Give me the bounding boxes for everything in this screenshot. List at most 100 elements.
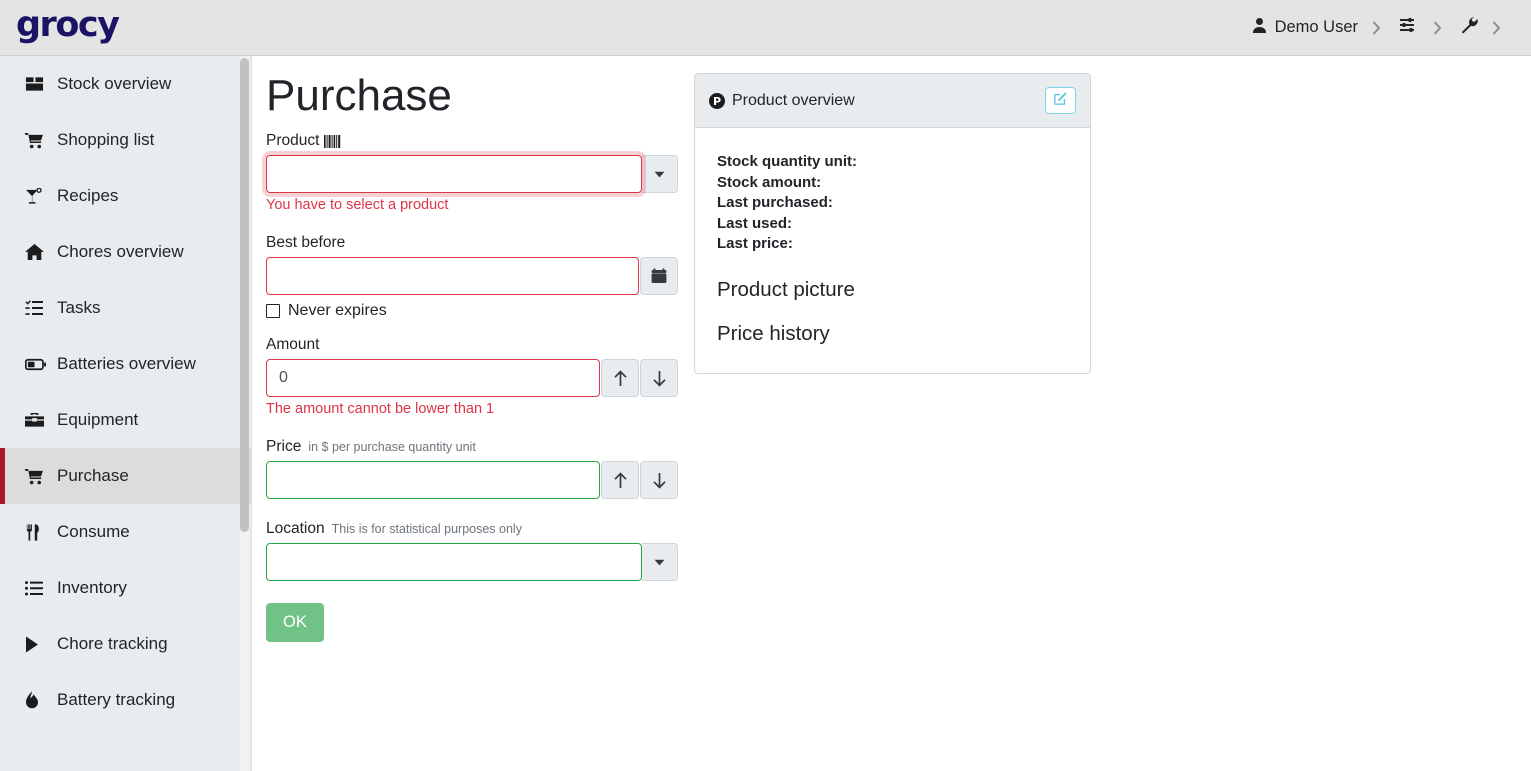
arrow-down-icon <box>652 370 667 387</box>
never-expires-row: Never expires <box>266 302 678 320</box>
sidebar-label: Batteries overview <box>57 354 196 373</box>
topnav-tools[interactable] <box>1454 0 1484 56</box>
sidebar-label: Battery tracking <box>57 690 176 709</box>
sidebar-label: Stock overview <box>57 74 172 93</box>
wrench-icon <box>1460 16 1478 39</box>
sidebar-scrollbar-thumb[interactable] <box>240 58 249 532</box>
never-expires-checkbox[interactable] <box>266 304 280 318</box>
sidebar-item-shopping-list[interactable]: Shopping list <box>0 112 251 168</box>
amount-input[interactable] <box>266 359 600 397</box>
sidebar-item-batteries-overview[interactable]: Batteries overview <box>0 336 251 392</box>
sidebar-label: Shopping list <box>57 130 155 149</box>
stock-quantity-unit-row: Stock quantity unit: <box>717 152 1068 173</box>
product-overview-card-body: Stock quantity unit: Stock amount: Last … <box>695 128 1090 373</box>
tasks-icon <box>25 300 51 316</box>
product-overview-card-header: P Product overview <box>695 74 1090 128</box>
location-label-text: Location <box>266 520 325 537</box>
price-history-heading: Price history <box>717 322 830 346</box>
price-decrement-button[interactable] <box>640 461 678 499</box>
sidebar-navigation: Stock overview Shopping list Recipes <box>0 56 252 771</box>
sidebar-item-inventory[interactable]: Inventory <box>0 560 251 616</box>
sidebar-label: Consume <box>57 522 130 541</box>
topnav-tools-chevron-right-icon[interactable] <box>1484 20 1513 35</box>
best-before-calendar-button[interactable] <box>640 257 678 295</box>
location-hint: This is for statistical purposes only <box>331 522 522 536</box>
best-before-input[interactable] <box>266 257 639 295</box>
last-used-row: Last used: <box>717 214 1068 235</box>
sidebar-item-stock-overview[interactable]: Stock overview <box>0 56 251 112</box>
product-label: Product <box>266 132 678 150</box>
utensils-icon <box>25 523 51 541</box>
spacer <box>266 213 678 234</box>
sidebar-item-battery-tracking[interactable]: Battery tracking <box>0 672 251 728</box>
sidebar-label: Tasks <box>57 298 101 317</box>
svg-text:P: P <box>713 95 721 108</box>
best-before-input-row <box>266 257 678 295</box>
amount-decrement-button[interactable] <box>640 359 678 397</box>
product-overview-title: Product overview <box>732 91 855 109</box>
droplet-icon <box>25 691 51 709</box>
never-expires-label[interactable]: Never expires <box>288 302 387 319</box>
price-increment-button[interactable] <box>601 461 639 499</box>
best-before-field-group: Best before Never ex <box>266 234 678 320</box>
cart-icon <box>25 132 51 149</box>
product-overview-card: P Product overview Stock quantity unit: <box>694 73 1091 374</box>
list-icon <box>25 580 51 596</box>
sidebar-item-purchase[interactable]: Purchase <box>0 448 251 504</box>
topnav-user-chevron-right-icon[interactable] <box>1364 20 1393 35</box>
arrow-up-icon <box>613 369 628 387</box>
last-purchased-row: Last purchased: <box>717 193 1068 214</box>
last-used-label: Last used: <box>717 214 793 232</box>
amount-increment-button[interactable] <box>601 359 639 397</box>
toolbox-icon <box>25 412 51 428</box>
sidebar-label: Chores overview <box>57 242 184 261</box>
spacer <box>266 320 678 336</box>
sidebar-item-chores-overview[interactable]: Chores overview <box>0 224 251 280</box>
topnav-user-label: Demo User <box>1274 18 1358 36</box>
user-icon <box>1251 17 1268 39</box>
amount-label-text: Amount <box>266 336 320 353</box>
product-label-text: Product <box>266 132 320 149</box>
app-logo[interactable]: grocy <box>16 5 120 45</box>
edit-pencil-icon <box>1053 91 1068 111</box>
product-error-message: You have to select a product <box>266 197 449 213</box>
sidebar-label: Purchase <box>57 466 129 485</box>
price-input[interactable] <box>266 461 600 499</box>
price-hint: in $ per purchase quantity unit <box>308 440 476 454</box>
product-picture-heading: Product picture <box>717 277 855 301</box>
submit-ok-button[interactable]: OK <box>266 603 324 642</box>
sidebar-item-chore-tracking[interactable]: Chore tracking <box>0 616 251 672</box>
play-icon <box>25 636 51 653</box>
amount-error-message: The amount cannot be lower than 1 <box>266 401 495 417</box>
stock-quantity-unit-label: Stock quantity unit: <box>717 153 857 170</box>
location-field-group: Location This is for statistical purpose… <box>266 520 678 581</box>
sidebar-item-recipes[interactable]: Recipes <box>0 168 251 224</box>
sidebar-label: Inventory <box>57 578 127 597</box>
calendar-icon <box>651 268 667 284</box>
topnav-user[interactable]: Demo User <box>1245 0 1364 56</box>
sidebar-item-tasks[interactable]: Tasks <box>0 280 251 336</box>
price-label: Price in $ per purchase quantity unit <box>266 438 678 456</box>
cocktail-icon <box>25 187 51 205</box>
sidebar-item-equipment[interactable]: Equipment <box>0 392 251 448</box>
sidebar-item-list: Stock overview Shopping list Recipes <box>0 56 251 728</box>
location-dropdown-button[interactable] <box>642 543 678 581</box>
product-dropdown-button[interactable] <box>642 155 678 193</box>
page-title: Purchase <box>266 71 452 120</box>
topnav-settings-chevron-right-icon[interactable] <box>1425 20 1454 35</box>
stock-amount-row: Stock amount: <box>717 173 1068 194</box>
purchase-form: Product <box>266 132 678 642</box>
topnav-settings[interactable] <box>1393 0 1425 56</box>
caret-down-icon <box>654 559 665 566</box>
sidebar-item-consume[interactable]: Consume <box>0 504 251 560</box>
sidebar-scrollbar[interactable] <box>240 56 249 771</box>
product-input[interactable] <box>266 155 642 193</box>
top-header-bar: grocy Demo User <box>0 0 1531 56</box>
last-price-row: Last price: <box>717 234 1068 255</box>
location-input-row <box>266 543 678 581</box>
product-overview-edit-button[interactable] <box>1045 87 1076 114</box>
sidebar-label: Equipment <box>57 410 139 429</box>
sidebar-label: Recipes <box>57 186 119 205</box>
location-input[interactable] <box>266 543 642 581</box>
product-field-group: Product <box>266 132 678 213</box>
